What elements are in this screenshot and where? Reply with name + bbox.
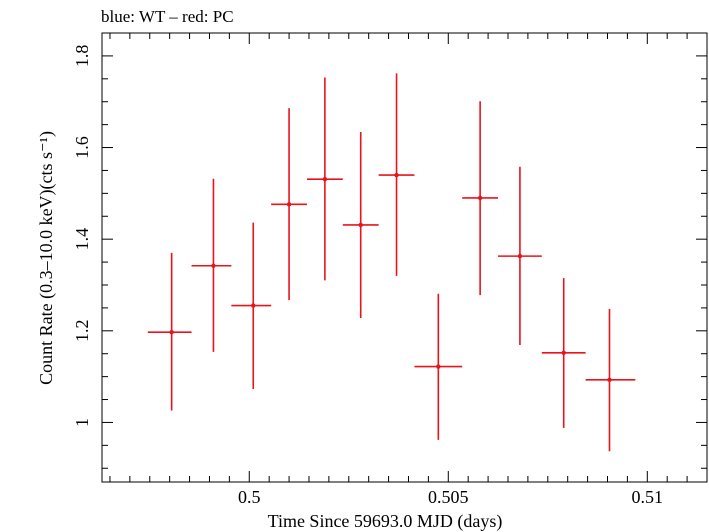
data-point-marker [394, 172, 399, 178]
data-point [147, 252, 192, 411]
y-tick-label: 1.2 [72, 320, 92, 343]
x-tick-label: 0.51 [632, 487, 664, 507]
y-tick-label: 1 [72, 418, 92, 427]
data-point [231, 222, 272, 389]
data-point-marker [211, 263, 216, 268]
y-axis-label: Count Rate (0.3–10.0 keV)(cts s⁻¹) [36, 131, 57, 385]
y-tick-label: 1.6 [72, 136, 92, 159]
y-tick-label: 1.4 [72, 228, 92, 251]
data-point [191, 178, 232, 352]
data-point [541, 278, 586, 428]
data-point [342, 131, 379, 318]
data-point-marker [477, 195, 483, 201]
data-point [462, 101, 499, 296]
y-axis: 1 1.2 1.4 1.6 1.8 [72, 45, 707, 469]
data-point-marker [607, 377, 612, 383]
data-point-marker [358, 222, 363, 228]
y-tick-label: 1.8 [72, 45, 92, 68]
x-tick-label: 0.5 [238, 487, 261, 507]
x-tick-label: 0.505 [428, 487, 469, 507]
data-point-marker [561, 350, 566, 355]
data-point-marker [436, 364, 441, 369]
data-point [378, 73, 415, 276]
data-point [498, 166, 542, 346]
data-point-marker [169, 329, 174, 335]
x-axis-label: Time Since 59693.0 MJD (days) [268, 511, 503, 532]
data-point-marker [251, 303, 256, 308]
data-point [414, 293, 463, 440]
chart-title: blue: WT – red: PC [101, 7, 234, 26]
data-point-marker [322, 176, 328, 182]
data-point-marker [286, 202, 292, 207]
data-point-marker [517, 253, 523, 259]
plot-frame [101, 32, 708, 483]
data-point [271, 108, 307, 301]
data-point [306, 77, 343, 281]
data-series-pc [147, 73, 636, 452]
x-axis: 0.5 0.505 0.51 [109, 33, 708, 507]
data-point [585, 308, 636, 452]
